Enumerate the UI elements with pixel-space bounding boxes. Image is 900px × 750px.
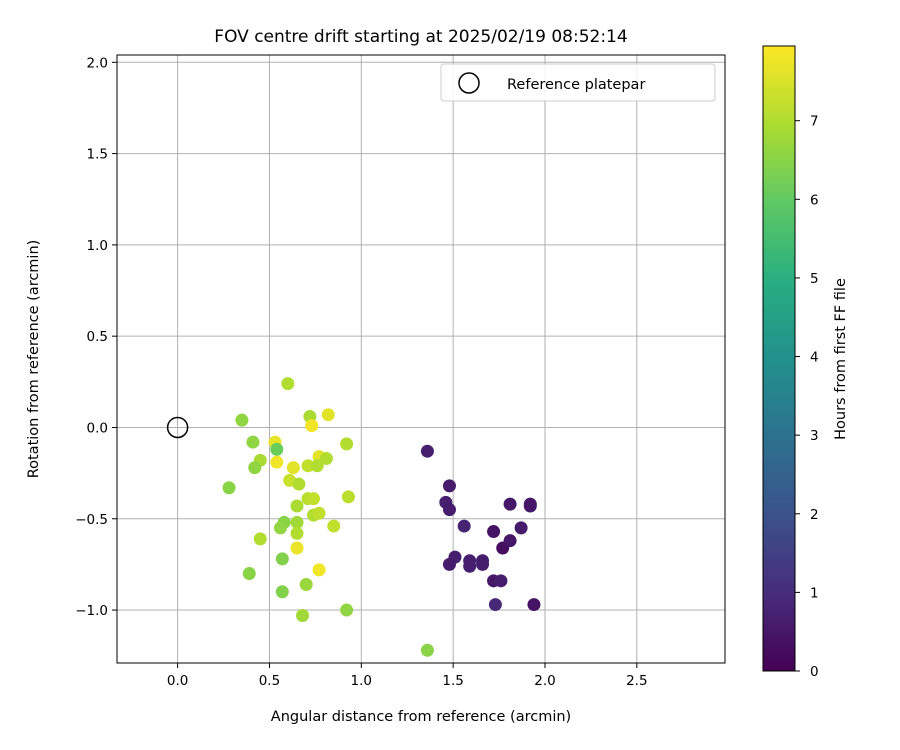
data-point <box>248 461 262 475</box>
data-point <box>340 437 354 451</box>
data-point <box>340 603 354 617</box>
legend-box <box>440 63 716 102</box>
data-point <box>463 559 477 573</box>
data-point <box>290 499 304 513</box>
data-point <box>253 532 267 546</box>
data-point <box>222 481 236 495</box>
x-tick-label: 0.0 <box>167 673 188 689</box>
data-point <box>310 459 324 473</box>
legend-reference-marker <box>458 72 480 94</box>
data-point <box>442 503 456 517</box>
data-point <box>420 444 434 458</box>
data-point <box>242 567 256 581</box>
colorbar-tick-label: 1 <box>810 585 819 601</box>
data-point <box>299 577 313 591</box>
x-axis-ticks: 0.0 0.5 1.0 1.5 2.0 2.5 <box>167 663 648 689</box>
x-axis-title: Angular distance from reference (arcmin) <box>271 709 571 725</box>
colorbar-label: Hours from first FF file <box>833 278 849 440</box>
data-points <box>222 377 541 657</box>
data-point <box>442 557 456 571</box>
legend: Reference platepar <box>440 63 716 102</box>
colorbar-tick-label: 6 <box>810 192 819 208</box>
y-tick-label: 0.0 <box>87 420 108 436</box>
data-point <box>476 557 490 571</box>
data-point <box>292 477 306 491</box>
data-point <box>281 377 295 391</box>
data-point <box>305 419 319 433</box>
data-point <box>290 541 304 555</box>
colorbar-tick-label: 4 <box>810 350 819 366</box>
x-tick-label: 1.5 <box>442 673 463 689</box>
colorbar-ticks: 0 1 2 3 4 5 6 7 <box>795 114 819 680</box>
data-point <box>273 521 287 535</box>
data-point <box>312 563 326 577</box>
data-point <box>523 499 537 513</box>
data-point <box>290 526 304 540</box>
data-point <box>442 479 456 493</box>
data-point <box>487 525 501 539</box>
data-point <box>296 609 310 623</box>
data-point <box>290 515 304 529</box>
chart-title: FOV centre drift starting at 2025/02/19 … <box>214 27 627 47</box>
data-point <box>270 455 284 469</box>
data-point <box>246 435 260 449</box>
data-point <box>457 519 471 533</box>
data-point <box>503 497 517 511</box>
y-axis-ticks: −1.0 −0.5 0.0 0.5 1.0 1.5 2.0 <box>75 55 117 619</box>
data-point <box>527 598 541 612</box>
x-tick-label: 2.5 <box>626 673 647 689</box>
data-point <box>494 574 508 588</box>
data-point <box>341 490 355 504</box>
y-tick-label: 1.0 <box>87 238 108 254</box>
colorbar-tick-label: 0 <box>810 664 819 680</box>
data-point <box>514 521 528 535</box>
data-point <box>307 492 321 506</box>
x-tick-label: 0.5 <box>259 673 280 689</box>
data-point <box>275 552 289 566</box>
colorbar-tick-label: 5 <box>810 271 819 287</box>
reference-platepar-marker <box>166 416 189 439</box>
data-point <box>503 534 517 548</box>
data-point <box>275 585 289 599</box>
y-tick-label: 1.5 <box>87 147 108 163</box>
data-point <box>321 408 335 422</box>
data-point <box>270 442 284 456</box>
y-tick-label: 0.5 <box>87 329 108 345</box>
x-tick-label: 2.0 <box>534 673 555 689</box>
data-point <box>319 452 333 466</box>
legend-entry-reference-platepar: Reference platepar <box>507 77 645 93</box>
colorbar-tick-label: 7 <box>810 114 819 130</box>
colorbar-tick-label: 2 <box>810 507 819 523</box>
y-tick-label: −1.0 <box>75 603 108 619</box>
data-point <box>488 598 502 612</box>
data-point <box>235 413 249 427</box>
data-point <box>420 643 434 657</box>
plot-frame <box>116 54 726 664</box>
y-tick-label: −0.5 <box>75 512 108 528</box>
colorbar-tick-label: 3 <box>810 428 819 444</box>
colorbar: 0 1 2 3 4 5 6 7 Hours from first FF file <box>762 45 849 680</box>
grid-lines <box>117 55 725 663</box>
colorbar-gradient <box>762 45 796 672</box>
y-tick-label: 2.0 <box>87 55 108 71</box>
data-point <box>301 459 315 473</box>
y-axis-title: Rotation from reference (arcmin) <box>26 240 42 479</box>
data-point <box>312 506 326 520</box>
data-point <box>327 519 341 533</box>
x-tick-label: 1.0 <box>351 673 372 689</box>
data-point <box>286 461 300 475</box>
